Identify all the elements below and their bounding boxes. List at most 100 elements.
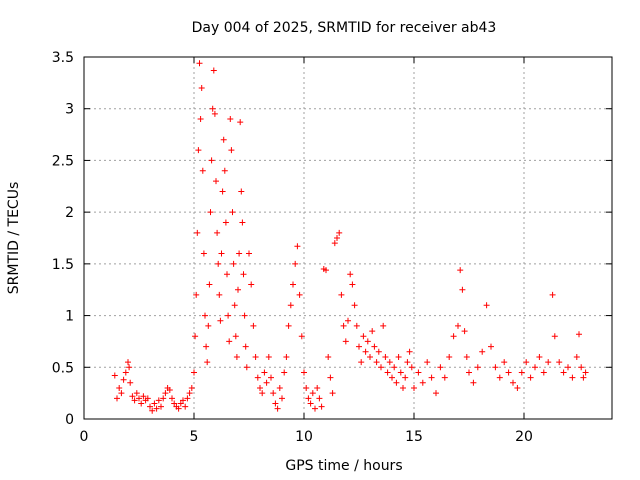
y-tick-label: 2.5 [52, 153, 74, 169]
data-point [395, 353, 402, 360]
data-point [129, 393, 136, 400]
data-point [576, 331, 582, 338]
data-points [111, 60, 589, 414]
data-point [551, 333, 558, 340]
data-point [226, 338, 233, 345]
data-point [207, 209, 214, 216]
y-tick-label: 3.5 [52, 50, 74, 66]
data-point [573, 353, 580, 360]
data-point [318, 403, 325, 410]
grid [84, 57, 612, 419]
data-point [536, 353, 543, 360]
data-point [371, 343, 378, 350]
data-point [198, 85, 205, 92]
data-point [136, 395, 142, 402]
data-point [193, 291, 200, 298]
data-point [237, 119, 244, 126]
data-point [404, 359, 411, 366]
data-point [518, 369, 525, 376]
data-point [281, 369, 288, 376]
data-point [218, 250, 225, 257]
data-point [283, 353, 290, 360]
data-point [316, 395, 323, 402]
data-point [391, 364, 398, 371]
data-point [305, 395, 312, 402]
data-point [382, 353, 389, 360]
data-point [228, 147, 235, 154]
data-point [540, 369, 547, 376]
data-point [131, 397, 138, 404]
data-point [342, 338, 349, 345]
data-point [338, 291, 345, 298]
chart-title: Day 004 of 2025, SRMTID for receiver ab4… [192, 20, 497, 36]
data-point [236, 250, 243, 257]
data-point [303, 384, 310, 391]
data-point [203, 343, 210, 350]
data-point [375, 348, 382, 355]
data-point [151, 400, 158, 407]
data-point [221, 167, 228, 174]
data-point [147, 403, 153, 410]
data-point [545, 359, 552, 366]
data-point [582, 369, 589, 376]
data-point [419, 379, 426, 386]
data-point [457, 267, 464, 274]
data-point [461, 328, 468, 335]
data-point [345, 317, 351, 324]
data-point [227, 116, 234, 123]
data-point [514, 384, 521, 391]
data-point [393, 379, 400, 386]
data-point [182, 403, 189, 410]
data-point [492, 364, 499, 371]
data-point [230, 260, 237, 267]
data-point [402, 374, 409, 381]
data-point [309, 390, 316, 397]
data-point [231, 302, 238, 309]
data-point [424, 359, 431, 366]
data-point [470, 379, 477, 386]
data-point [279, 395, 285, 402]
data-point [208, 157, 215, 164]
x-axis-label: GPS time / hours [285, 458, 402, 474]
data-point [549, 291, 556, 298]
y-tick-label: 0.5 [52, 360, 74, 376]
data-point [122, 369, 129, 376]
data-point [569, 374, 576, 381]
data-point [386, 359, 393, 366]
data-point [222, 219, 229, 226]
data-point [301, 369, 307, 376]
data-point [446, 353, 453, 360]
data-point [287, 302, 294, 309]
data-point [166, 387, 173, 394]
data-point [246, 250, 252, 257]
data-point [197, 116, 204, 123]
data-point [362, 348, 369, 355]
x-tick-label: 15 [405, 429, 423, 445]
x-tick-label: 5 [190, 429, 199, 445]
data-point [272, 400, 279, 407]
data-point [184, 395, 191, 402]
data-point [243, 364, 250, 371]
data-point [232, 333, 239, 340]
data-point [411, 384, 417, 391]
data-point [323, 267, 329, 274]
data-point [505, 369, 512, 376]
data-point [162, 390, 169, 397]
data-point [367, 353, 373, 360]
data-point [474, 364, 481, 371]
data-point [378, 364, 384, 371]
data-point [389, 374, 395, 381]
data-point [353, 322, 360, 329]
y-tick-label: 1.5 [52, 257, 74, 273]
data-point [206, 281, 213, 288]
data-point [224, 271, 230, 278]
x-tick-label: 10 [295, 429, 313, 445]
data-point [336, 229, 343, 236]
data-point [140, 393, 147, 400]
data-point [261, 369, 268, 376]
data-point [351, 302, 358, 309]
data-point [325, 353, 332, 360]
data-point [127, 379, 134, 386]
data-point [210, 67, 217, 74]
data-point [195, 147, 202, 154]
